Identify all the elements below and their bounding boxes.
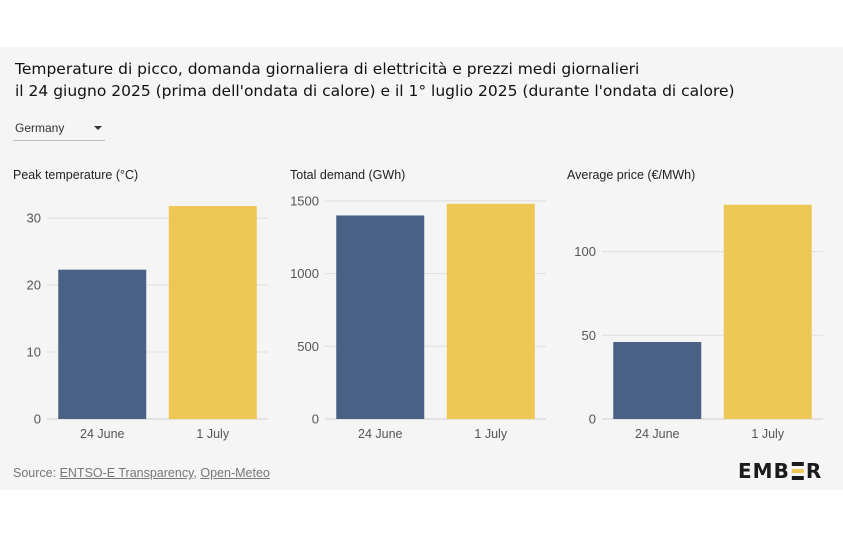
ember-logo-mark: EMB R bbox=[738, 459, 822, 483]
country-dropdown-value: Germany bbox=[15, 121, 65, 135]
logo-bar-1 bbox=[791, 462, 804, 466]
title-line-1: Temperature di picco, domanda giornalier… bbox=[15, 60, 640, 78]
country-dropdown[interactable]: Germany bbox=[13, 120, 105, 141]
source-separator: , bbox=[193, 466, 201, 480]
ember-logo-text: EMB bbox=[738, 459, 790, 483]
logo-bar-2 bbox=[791, 469, 804, 473]
ember-logo: EMB R bbox=[738, 459, 830, 488]
chart-panel bbox=[0, 47, 843, 490]
logo-bar-3 bbox=[791, 476, 804, 480]
ember-logo-text-end: R bbox=[806, 459, 822, 483]
source-prefix: Source: bbox=[13, 466, 60, 480]
chart-title: Temperature di picco, domanda giornalier… bbox=[15, 58, 815, 102]
source-link-open-meteo[interactable]: Open-Meteo bbox=[200, 466, 270, 480]
chevron-down-icon bbox=[94, 126, 102, 130]
source-link-entsoe[interactable]: ENTSO-E Transparency bbox=[59, 466, 194, 480]
source-note: Source: ENTSO-E Transparency, Open-Meteo bbox=[13, 466, 270, 480]
title-line-2: il 24 giugno 2025 (prima dell'ondata di … bbox=[15, 82, 735, 100]
